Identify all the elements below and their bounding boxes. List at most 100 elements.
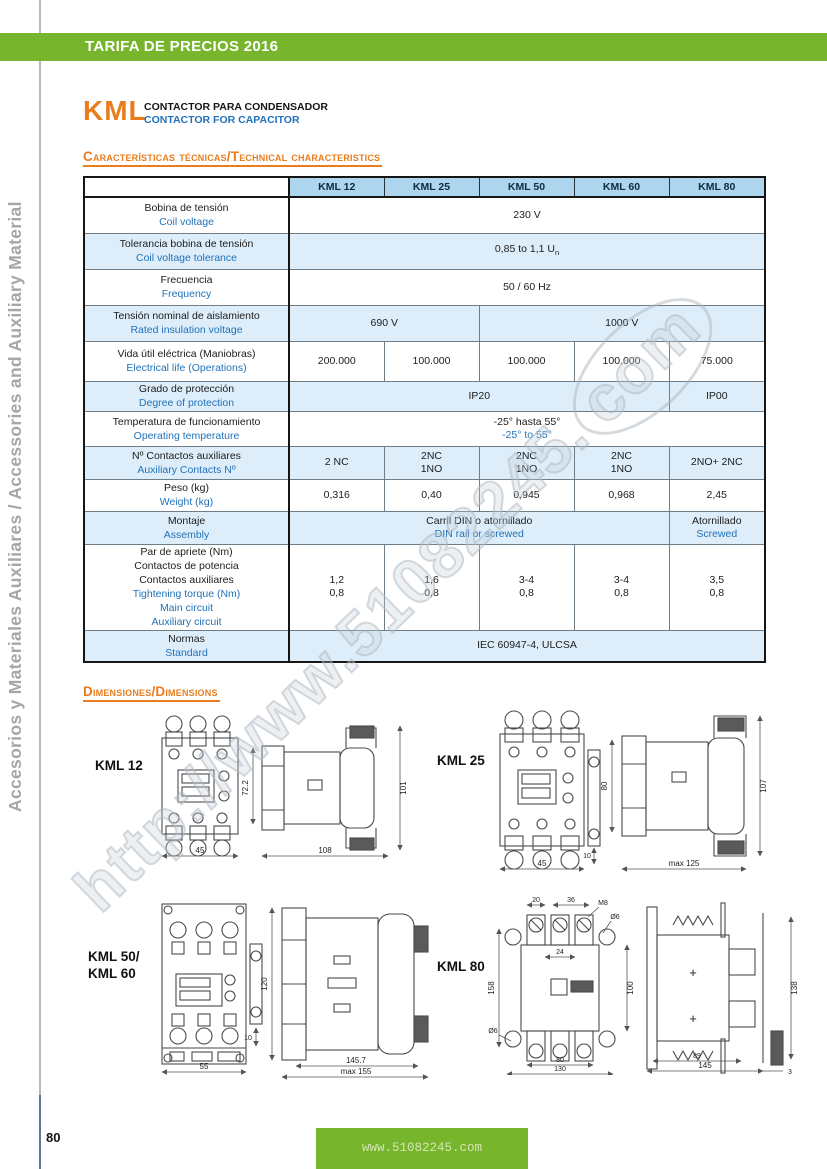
table-cell: 2NC 1NO [383,445,480,480]
row-label-es: Peso (kg) [164,482,209,494]
table-row: Par de apriete (Nm) Contactos de potenci… [83,543,766,631]
dim-text: 100 [626,981,635,995]
row-label-es: Par de apriete (Nm) [140,546,233,558]
table-row: Montaje Assembly Carril DIN o atornillado… [83,510,766,545]
row-label-en: Coil voltage [159,216,214,229]
table-cell: 0,968 [573,478,670,512]
row-label-en: Auxiliary Contacts Nº [137,463,236,476]
drawing-label-kml25: KML 25 [437,753,485,768]
table-cell: 0,85 to 1,1 Un [288,232,766,270]
column-header-kml60: KML 60 [573,176,670,198]
top-green-bar: TARIFA DE PRECIOS 2016 [0,33,827,61]
dim-text: 145 [698,1061,712,1070]
dim-text: max 125 [669,859,700,868]
section-technical-characteristics: Características técnicas/Technical chara… [83,149,383,167]
drawing-label-kml5060: KML 50/KML 60 [88,949,140,981]
table-cell: 230 V [288,196,766,234]
dim-text: 130 [554,1066,566,1073]
dim-text: 145.7 [346,1056,367,1065]
row-label-es: Temperatura de funcionamiento [112,415,261,428]
table-cell: 100.000 [478,340,575,382]
table-cell: Carril DIN o atornillado DIN rail or scre… [288,510,670,545]
table-cell: 0,40 [383,478,480,512]
table-row: Temperatura de funcionamiento Operating t… [83,410,766,447]
table-row: Frecuencia Frequency 50 / 60 Hz [83,268,766,306]
dim-text: 107 [759,779,768,793]
column-header-kml12: KML 12 [288,176,385,198]
product-code: KML [83,95,147,126]
table-cell: 690 V [288,304,480,342]
row-label-es: Tensión nominal de aislamiento [113,310,260,322]
row-label-es: Bobina de tensión [144,202,229,215]
dim-text: 108 [318,846,332,855]
product-subtitle: CONTACTOR PARA CONDENSADOR CONTACTOR FOR… [144,101,328,127]
table-cell: 1000 V [478,304,766,342]
dim-text: 89 [693,1053,701,1060]
column-header-kml50: KML 50 [478,176,575,198]
product-subtitle-es: CONTACTOR PARA CONDENSADOR [144,101,328,113]
row-label-es: Contactos de potencia [134,560,239,572]
table-cell: 200.000 [288,340,385,382]
table-cell: 100.000 [383,340,480,382]
table-cell: IEC 60947-4, ULCSA [288,629,766,663]
table-cell: Atornillado Screwed [668,510,766,545]
plus-mark: + [689,1011,697,1026]
table-row: Nº Contactos auxiliares Auxiliary Contact… [83,445,766,480]
table-cell: 0,945 [478,478,575,512]
row-label-es: Frecuencia [160,274,213,286]
table-cell: 3-4 0,8 [573,543,670,631]
row-label-es: Grado de protección [138,383,235,395]
kml12-drawing: 45 72.2 108 101 [161,715,408,859]
row-label-es: Normas [168,632,205,645]
dim-text: 80 [556,1057,564,1064]
table-cell: IP20 [288,380,670,412]
row-label-en: Tightening torque (Nm) [132,588,241,600]
table-cell: 50 / 60 Hz [288,268,766,306]
dim-text: 20 [532,897,540,904]
dim-text: 55 [200,1062,209,1071]
product-subtitle-en: CONTACTOR FOR CAPACITOR [144,114,300,126]
table-cell: 2NC 1NO [573,445,670,480]
dim-text: 158 [487,981,496,995]
plus-mark: + [689,965,697,980]
dim-text: M8 [598,900,608,907]
table-cell: 75.000 [668,340,766,382]
row-label-en: Auxiliary circuit [151,616,222,628]
row-label-es: Contactos auxiliares [139,574,234,586]
footer-site-url: www.51082245.com [361,1141,483,1155]
table-row: Tensión nominal de aislamiento Rated insu… [83,304,766,342]
dim-text: 45 [538,859,547,868]
table-cell: 3,5 0,8 [668,543,766,631]
table-header-empty [83,176,290,198]
table-cell: 1,2 0,8 [288,543,385,631]
row-label-en: Degree of protection [138,397,235,409]
table-row: Vida útil eléctrica (Maniobras) Electrica… [83,340,766,382]
row-label-en: Rated insulation voltage [130,324,243,336]
table-row: Normas Standard IEC 60947-4, ULCSA [83,629,766,663]
dim-text: 120 [260,977,269,991]
dim-text: 10 [244,1035,252,1042]
table-cell: IP00 [668,380,766,412]
row-label-es: Montaje [167,514,206,527]
column-header-kml25: KML 25 [383,176,480,198]
table-cell: 1,6 0,8 [383,543,480,631]
row-label-en: Standard [165,646,208,659]
dim-text: 45 [196,846,205,855]
table-cell: 0,316 [288,478,385,512]
dim-text: 72.2 [241,780,250,796]
dim-text: 36 [567,897,575,904]
column-header-kml80: KML 80 [668,176,766,198]
dim-text: 138 [790,981,799,995]
technical-characteristics-table: KML 12 KML 25 KML 50 KML 60 KML 80 Bobin… [83,176,766,663]
table-row: Bobina de tensión Coil voltage 230 V [83,196,766,234]
dim-text: Ø6 [488,1028,497,1035]
row-label-en: Main circuit [159,602,214,614]
table-row: Tolerancia bobina de tensión Coil voltage… [83,232,766,270]
kml5060-drawing: 55 10 120 145.7 max 155 [161,903,429,1080]
row-label-en: Coil voltage tolerance [136,252,237,264]
table-cell: 2NC 1NO [478,445,575,480]
dim-text: max 155 [341,1067,372,1076]
drawing-label-kml80: KML 80 [437,959,485,974]
row-label-es: Nº Contactos auxiliares [132,449,241,462]
